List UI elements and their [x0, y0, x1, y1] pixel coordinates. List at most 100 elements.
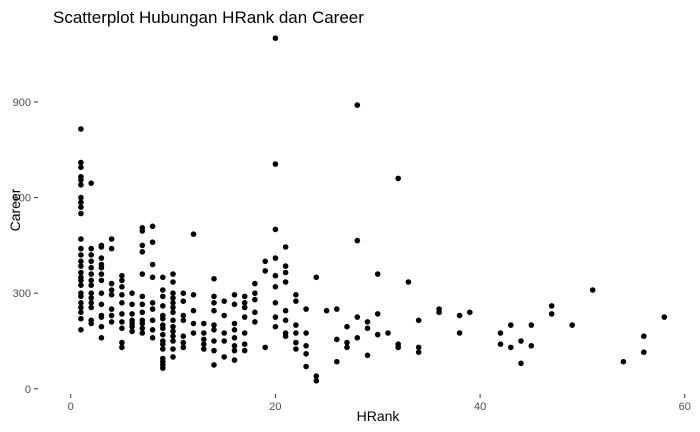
data-point	[241, 347, 248, 354]
data-point	[119, 300, 125, 306]
data-point	[170, 290, 176, 297]
data-point	[374, 311, 381, 317]
data-point	[98, 264, 105, 271]
data-point	[180, 290, 187, 297]
data-point	[139, 301, 146, 308]
x-tick-label: 0	[68, 401, 74, 413]
data-point	[221, 298, 227, 305]
data-point	[272, 314, 279, 320]
data-point	[78, 177, 84, 183]
data-point	[354, 102, 361, 108]
data-point	[78, 164, 84, 171]
data-point	[78, 199, 84, 206]
data-point	[405, 279, 412, 285]
data-point	[303, 351, 309, 357]
data-point	[78, 263, 84, 269]
data-point	[78, 315, 84, 322]
data-point	[88, 304, 94, 311]
data-point	[149, 261, 156, 268]
data-point	[201, 346, 207, 352]
data-point	[231, 335, 238, 341]
data-point	[139, 271, 146, 277]
data-point	[456, 330, 463, 336]
data-point	[241, 314, 248, 320]
data-point	[252, 296, 258, 303]
data-point	[497, 341, 504, 348]
data-point	[88, 271, 94, 277]
data-point	[98, 335, 105, 341]
data-point	[211, 307, 217, 314]
data-point	[282, 317, 289, 324]
data-point	[170, 333, 176, 340]
data-point	[88, 252, 94, 258]
data-point	[467, 309, 473, 316]
data-point	[221, 338, 227, 344]
data-point	[149, 317, 156, 324]
data-point	[518, 338, 524, 344]
data-point	[88, 300, 94, 306]
data-point	[98, 314, 105, 320]
data-point	[170, 346, 176, 352]
data-point	[344, 323, 350, 330]
data-point	[78, 245, 84, 252]
data-point	[334, 306, 340, 312]
data-point	[323, 307, 330, 314]
data-point	[374, 331, 381, 338]
data-point	[282, 279, 289, 285]
data-point	[180, 339, 187, 346]
data-point	[160, 293, 166, 300]
data-point	[415, 317, 422, 324]
data-point	[160, 274, 166, 281]
data-point	[211, 322, 217, 328]
y-axis-title: Career	[7, 188, 23, 231]
data-point	[241, 300, 248, 306]
data-point	[160, 341, 166, 348]
data-point	[272, 226, 279, 233]
data-point	[354, 237, 361, 244]
data-point	[160, 365, 166, 371]
data-point	[160, 346, 166, 352]
data-point	[241, 304, 248, 311]
data-point	[78, 182, 84, 188]
data-point	[108, 236, 115, 242]
data-point	[98, 290, 105, 297]
data-point	[313, 378, 320, 384]
data-point	[119, 311, 125, 317]
data-point	[293, 322, 299, 328]
data-point	[415, 344, 422, 351]
data-points	[78, 35, 668, 384]
data-point	[190, 330, 197, 336]
data-point	[78, 252, 84, 258]
data-point	[272, 272, 279, 279]
data-point	[589, 287, 596, 293]
data-point	[139, 293, 146, 300]
x-tick-label: 20	[269, 401, 281, 413]
data-point	[78, 258, 84, 265]
data-point	[201, 330, 207, 336]
data-point	[293, 330, 299, 336]
data-point	[190, 320, 197, 327]
data-point	[149, 274, 156, 281]
x-tick-label: 40	[474, 401, 486, 413]
data-point	[262, 258, 269, 265]
data-point	[364, 352, 371, 359]
data-point	[139, 249, 146, 255]
data-point	[149, 335, 156, 341]
data-point	[374, 271, 381, 277]
data-point	[344, 344, 350, 351]
data-point	[170, 328, 176, 335]
data-point	[149, 239, 156, 245]
data-point	[170, 338, 176, 344]
data-point	[508, 322, 514, 328]
data-point	[272, 284, 279, 290]
data-point	[78, 277, 84, 284]
data-point	[303, 306, 309, 312]
data-point	[160, 325, 166, 332]
data-point	[78, 236, 84, 242]
data-point	[108, 312, 115, 319]
data-point	[293, 346, 299, 352]
data-point	[313, 274, 320, 281]
data-point	[364, 325, 371, 332]
y-tick-label: 300	[13, 288, 31, 300]
data-point	[180, 344, 187, 351]
